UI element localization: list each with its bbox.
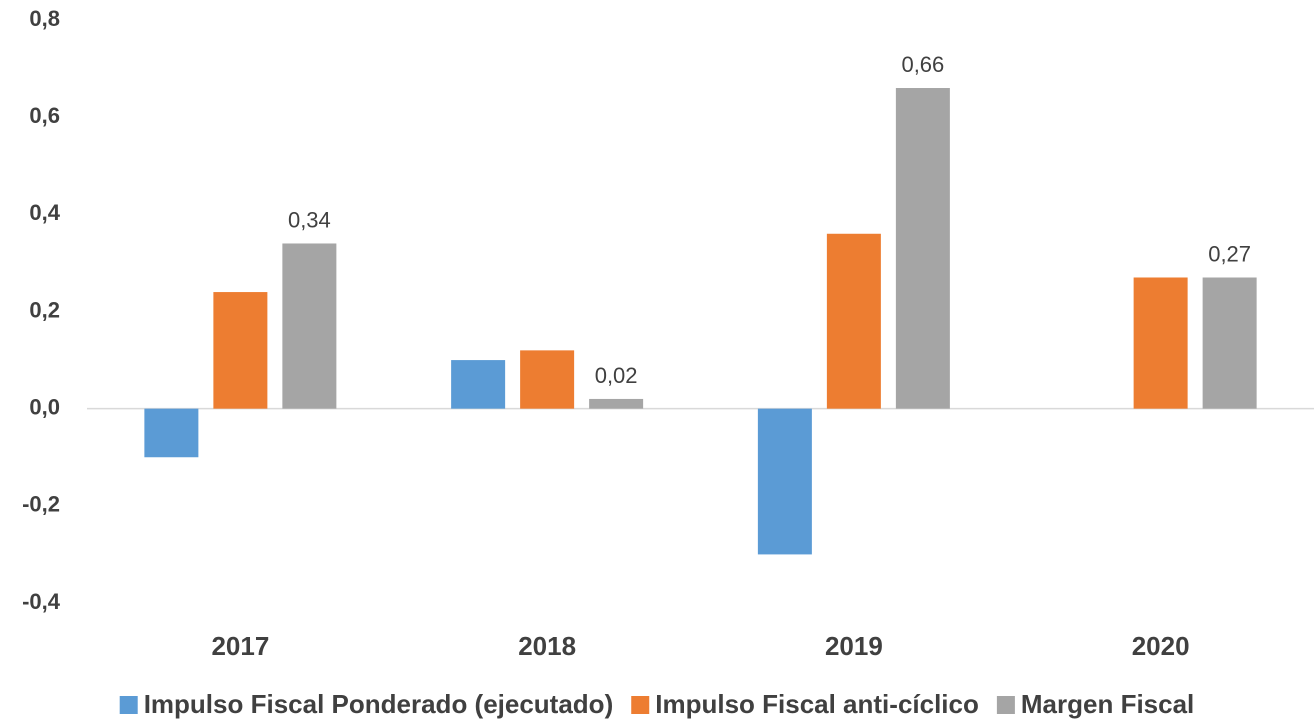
x-tick-label: 2018 bbox=[518, 631, 576, 661]
x-tick-label: 2020 bbox=[1132, 631, 1190, 661]
y-tick-label: 0,6 bbox=[29, 103, 60, 128]
bar bbox=[520, 350, 575, 409]
bar bbox=[1133, 277, 1188, 409]
legend-swatch bbox=[631, 696, 650, 714]
value-label: 0,66 bbox=[901, 52, 944, 77]
bar bbox=[589, 398, 644, 409]
y-tick-label: -0,2 bbox=[22, 492, 60, 517]
legend-label: Impulso Fiscal Ponderado (ejecutado) bbox=[144, 689, 614, 719]
legend-label: Margen Fiscal bbox=[1021, 689, 1194, 719]
bar bbox=[451, 360, 506, 409]
y-tick-label: 0,2 bbox=[29, 297, 60, 322]
y-tick-label: 0,4 bbox=[29, 200, 60, 225]
value-label: 0,27 bbox=[1208, 241, 1251, 266]
y-tick-label: -0,4 bbox=[22, 589, 61, 614]
y-tick-label: 0,0 bbox=[29, 394, 60, 419]
value-label: 0,34 bbox=[288, 207, 331, 232]
y-tick-label: 0,8 bbox=[29, 6, 60, 31]
bar bbox=[282, 243, 337, 409]
bar bbox=[826, 233, 881, 409]
bar bbox=[213, 292, 268, 409]
x-tick-label: 2019 bbox=[825, 631, 883, 661]
bar bbox=[895, 88, 950, 409]
legend-label: Impulso Fiscal anti-cíclico bbox=[655, 689, 979, 719]
legend-swatch bbox=[119, 696, 138, 714]
bar bbox=[144, 408, 199, 458]
x-tick-label: 2017 bbox=[211, 631, 269, 661]
value-label: 0,02 bbox=[595, 363, 638, 388]
bar bbox=[1202, 277, 1257, 409]
legend-swatch bbox=[996, 696, 1015, 714]
bar bbox=[757, 408, 812, 555]
